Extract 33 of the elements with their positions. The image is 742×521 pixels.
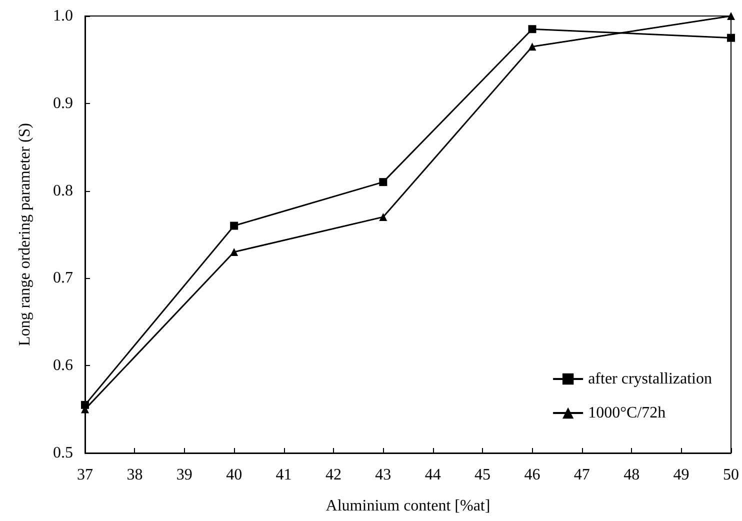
point bbox=[727, 34, 735, 42]
point bbox=[727, 12, 735, 20]
x-tick-label: 42 bbox=[325, 466, 342, 484]
y-tick-label: 0.8 bbox=[53, 182, 73, 200]
y-tick-label: 0.7 bbox=[53, 270, 73, 287]
x-tick-label: 43 bbox=[375, 466, 392, 484]
point bbox=[528, 42, 536, 51]
point bbox=[230, 222, 238, 230]
legend-label: 1000°C/72h bbox=[588, 404, 666, 422]
x-tick-label: 37 bbox=[77, 466, 93, 484]
x-tick-label: 49 bbox=[673, 466, 690, 484]
x-tick-label: 47 bbox=[574, 466, 590, 484]
y-tick-label: 0.5 bbox=[53, 444, 73, 462]
y-axis-title: Long range ordering parameter (S) bbox=[16, 122, 34, 346]
point bbox=[81, 400, 89, 409]
legend-label: after crystallization bbox=[588, 370, 712, 388]
y-tick-label: 0.6 bbox=[53, 357, 73, 374]
x-tick-label: 41 bbox=[276, 466, 292, 484]
x-tick-label: 44 bbox=[424, 466, 441, 484]
x-tick-label: 50 bbox=[723, 466, 739, 484]
point bbox=[379, 178, 388, 186]
point bbox=[528, 25, 536, 34]
x-tick-label: 38 bbox=[126, 466, 143, 484]
point bbox=[230, 248, 238, 256]
x-tick-label: 40 bbox=[226, 466, 242, 484]
x-axis-title: Aluminium content [%at] bbox=[326, 498, 490, 514]
y-tick-label: 1.0 bbox=[53, 8, 73, 24]
y-tick-label: 0.9 bbox=[53, 94, 73, 112]
x-tick-label: 48 bbox=[624, 466, 640, 484]
x-tick-label: 46 bbox=[524, 466, 540, 484]
x-tick-label: 45 bbox=[474, 466, 491, 484]
point bbox=[379, 213, 388, 222]
x-tick-label: 39 bbox=[176, 466, 192, 484]
